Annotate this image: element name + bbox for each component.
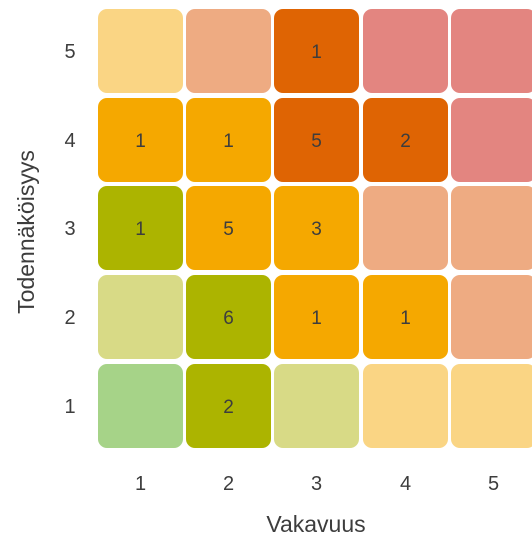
x-tick-label: 5	[488, 473, 499, 495]
x-tick-label: 1	[135, 473, 146, 495]
matrix-cell: 1	[98, 98, 183, 182]
matrix-cell-fill	[274, 98, 359, 182]
matrix-cell-fill	[186, 98, 271, 182]
x-tick-label: 2	[223, 473, 234, 495]
matrix-cell-count: 2	[223, 397, 234, 418]
x-tick-label: 4	[400, 473, 411, 495]
x-tick-label: 3	[311, 473, 322, 495]
matrix-cell-fill	[274, 364, 359, 448]
matrix-cell-fill	[451, 275, 532, 359]
matrix-cell	[363, 364, 448, 448]
matrix-cell-fill	[98, 9, 183, 93]
matrix-cell: 1	[274, 275, 359, 359]
matrix-cell	[451, 186, 532, 270]
matrix-cell: 1	[186, 98, 271, 182]
matrix-cell: 5	[186, 186, 271, 270]
matrix-cell-count: 1	[311, 42, 322, 63]
matrix-cell-fill	[363, 9, 448, 93]
y-tick-label: 2	[64, 307, 75, 329]
matrix-cell: 1	[274, 9, 359, 93]
matrix-cell	[451, 275, 532, 359]
matrix-cell: 1	[363, 275, 448, 359]
matrix-cell: 6	[186, 275, 271, 359]
matrix-cell	[451, 364, 532, 448]
matrix-cell-fill	[274, 275, 359, 359]
matrix-cell-fill	[363, 364, 448, 448]
matrix-cell-count: 1	[400, 308, 411, 329]
matrix-cell: 5	[274, 98, 359, 182]
matrix-cell-count: 3	[311, 219, 322, 240]
matrix-cell	[363, 186, 448, 270]
matrix-cell	[98, 275, 183, 359]
matrix-cell-count: 1	[311, 308, 322, 329]
x-axis-title: Vakavuus	[266, 511, 365, 537]
matrix-cell-fill	[186, 275, 271, 359]
y-tick-label: 1	[64, 396, 75, 418]
y-axis-title: Todennäköisyys	[13, 150, 39, 314]
matrix-cell-fill	[98, 364, 183, 448]
matrix-cell	[451, 98, 532, 182]
y-tick-label: 5	[64, 41, 75, 63]
matrix-cell-fill	[274, 9, 359, 93]
y-tick-label: 3	[64, 218, 75, 240]
matrix-cell	[98, 9, 183, 93]
matrix-cell-fill	[186, 186, 271, 270]
matrix-cell-fill	[98, 98, 183, 182]
matrix-cell-fill	[98, 275, 183, 359]
matrix-cell-fill	[98, 186, 183, 270]
matrix-cell	[274, 364, 359, 448]
matrix-cell-count: 1	[135, 131, 146, 152]
x-axis-ticks: 1 2 3 4 5	[135, 473, 499, 495]
matrix-cell-fill	[451, 98, 532, 182]
matrix-cell-fill	[363, 186, 448, 270]
matrix-cell-count: 1	[223, 131, 234, 152]
matrix-cell-fill	[186, 364, 271, 448]
matrix-cell-fill	[363, 98, 448, 182]
matrix-cell-fill	[451, 364, 532, 448]
matrix-cell	[186, 9, 271, 93]
matrix-cell: 2	[186, 364, 271, 448]
matrix-cell	[363, 9, 448, 93]
y-tick-label: 4	[64, 130, 75, 152]
matrix-cell-count: 5	[223, 219, 234, 240]
matrix-cell	[451, 9, 532, 93]
matrix-cell-fill	[451, 186, 532, 270]
matrix-cell	[98, 364, 183, 448]
matrix-cell-fill	[451, 9, 532, 93]
matrix-cell-count: 1	[135, 219, 146, 240]
y-axis-ticks: 5 4 3 2 1	[64, 41, 75, 418]
matrix-cell: 1	[98, 186, 183, 270]
matrix-cell: 3	[274, 186, 359, 270]
matrix-cell-fill	[363, 275, 448, 359]
matrix-cell-fill	[186, 9, 271, 93]
matrix-cell: 2	[363, 98, 448, 182]
matrix-cell-count: 5	[311, 131, 322, 152]
matrix-cells: 1 1 1 5 2 1 5 3 6 1 1 2	[98, 9, 532, 448]
matrix-cell-count: 6	[223, 308, 234, 329]
matrix-cell-fill	[274, 186, 359, 270]
matrix-cell-count: 2	[400, 131, 411, 152]
